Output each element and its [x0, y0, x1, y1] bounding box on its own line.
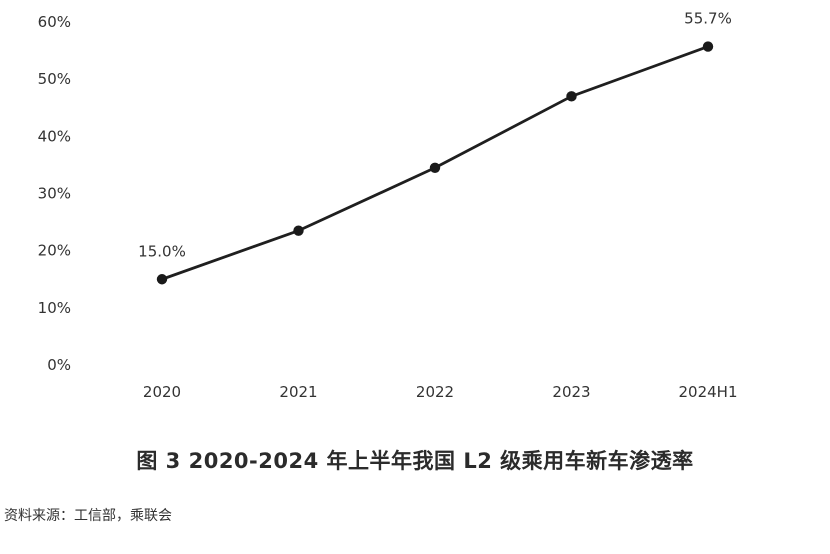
y-tick-label: 0%: [47, 356, 71, 374]
data-point: [156, 274, 168, 285]
chart-caption: 图 3 2020-2024 年上半年我国 L2 级乘用车新车渗透率: [136, 449, 694, 473]
data-labels: 15.0% 55.7%: [138, 10, 732, 261]
x-tick-label: 2020: [143, 383, 181, 401]
x-axis-tick-labels: 2020 2021 2022 2023 2024H1: [143, 383, 738, 401]
y-axis-tick-labels: 0% 10% 20% 30% 40% 50% 60%: [38, 13, 71, 374]
y-tick-label: 50%: [38, 70, 71, 88]
x-tick-label: 2022: [416, 383, 454, 401]
x-tick-label: 2021: [279, 383, 317, 401]
source-note: 资料来源：工信部，乘联会: [4, 508, 172, 524]
series-layer: [156, 41, 714, 285]
data-point: [293, 225, 304, 236]
x-tick-label: 2024H1: [679, 383, 738, 401]
line-chart: 0%10%20%30%40%50%60% 2020 2021 2022 2023 202…: [38, 10, 738, 401]
y-tick-label: 40%: [38, 127, 71, 145]
y-tick-label: 30%: [38, 185, 71, 203]
data-point: [566, 91, 577, 102]
y-tick-label: 20%: [38, 242, 71, 260]
data-label: 55.7%: [684, 10, 732, 28]
data-point: [702, 41, 714, 52]
x-tick-label: 2023: [552, 383, 590, 401]
y-tick-label: 60%: [38, 13, 71, 31]
y-tick-label: 10%: [38, 299, 71, 317]
data-point: [429, 162, 441, 173]
data-label: 15.0%: [138, 242, 186, 260]
